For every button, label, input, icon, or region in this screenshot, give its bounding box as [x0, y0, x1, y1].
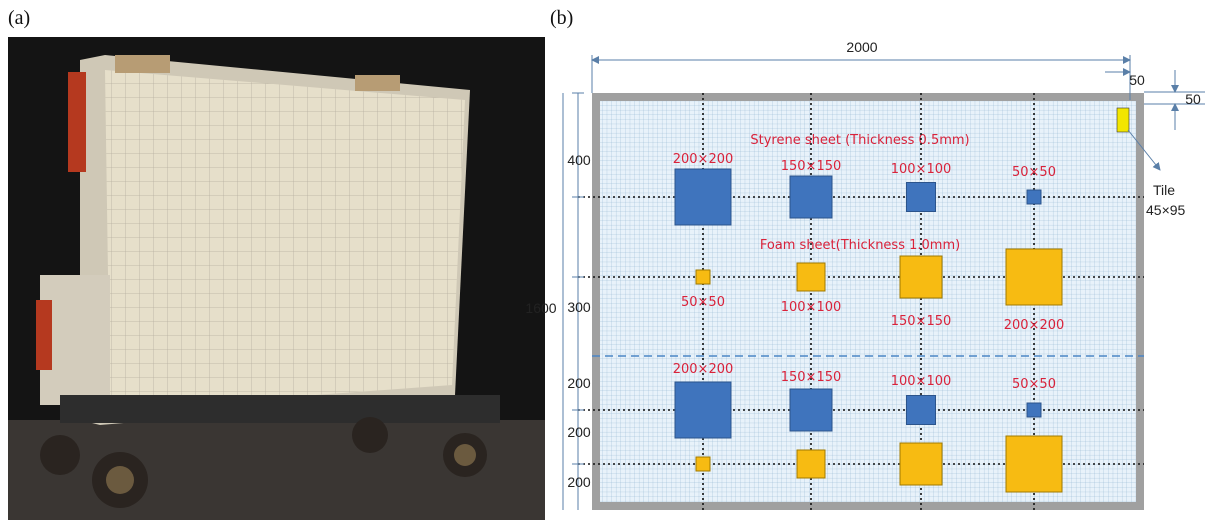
styrene-sheet: [907, 183, 936, 212]
diagram: 2000 50 50 1600 Tile 45×95 Styrene sheet…: [525, 39, 1205, 510]
photo: [8, 37, 545, 520]
dimension: 2000: [846, 39, 877, 55]
styrene-sheet: [790, 176, 832, 218]
styrene-sheet: [790, 389, 832, 431]
foam-sheet: [900, 256, 942, 298]
styrene-sheet: [675, 382, 731, 438]
dimension: 50: [1129, 72, 1145, 88]
dimension: 200: [567, 424, 591, 440]
dimension: 1600: [525, 300, 556, 316]
figure: (a) (b) 2000 50 50 1600 Tile 45×95 Styre…: [0, 0, 1205, 520]
panel-label: (a): [8, 7, 30, 29]
sheet-size: 100×100: [891, 374, 952, 389]
sheet-size: 200×200: [1004, 318, 1065, 333]
styrene-sheet: [675, 169, 731, 225]
sheet-size: 150×150: [781, 159, 842, 174]
dimension: 50: [1185, 91, 1201, 107]
sheet-size: 100×100: [891, 162, 952, 177]
sheet-size: 150×150: [891, 314, 952, 329]
sheet-size: 100×100: [781, 300, 842, 315]
foam-sheet: [900, 443, 942, 485]
styrene-sheet: [907, 396, 936, 425]
dimension: 200: [567, 375, 591, 391]
sheet-size: 50×50: [1012, 165, 1056, 180]
page: (a) (b) 2000 50 50 1600 Tile 45×95 Styre…: [0, 0, 1205, 520]
foam-sheet: [797, 450, 825, 478]
foam-sheet: [1006, 249, 1062, 305]
tile-size: 45×95: [1146, 202, 1186, 218]
foam-sheet: [797, 263, 825, 291]
styrene-sheet: [1027, 190, 1041, 204]
sheet-size: 200×200: [673, 152, 734, 167]
foam-sheet: [1006, 436, 1062, 492]
foam-sheet: [696, 270, 710, 284]
tile-label: Tile: [1153, 182, 1175, 198]
foam-sheet: [696, 457, 710, 471]
styrene-title: Styrene sheet (Thickness 0.5mm): [750, 133, 969, 148]
foam-title: Foam sheet(Thickness 1.0mm): [760, 238, 960, 253]
sheet-size: 150×150: [781, 370, 842, 385]
dimension: 200: [567, 474, 591, 490]
styrene-sheet: [1027, 403, 1041, 417]
sheet-size: 50×50: [681, 295, 725, 310]
sheet-size: 200×200: [673, 362, 734, 377]
dimension: 400: [567, 152, 591, 168]
sheet-size: 50×50: [1012, 377, 1056, 392]
dimension: 300: [567, 299, 591, 315]
panel-label: (b): [550, 7, 573, 29]
